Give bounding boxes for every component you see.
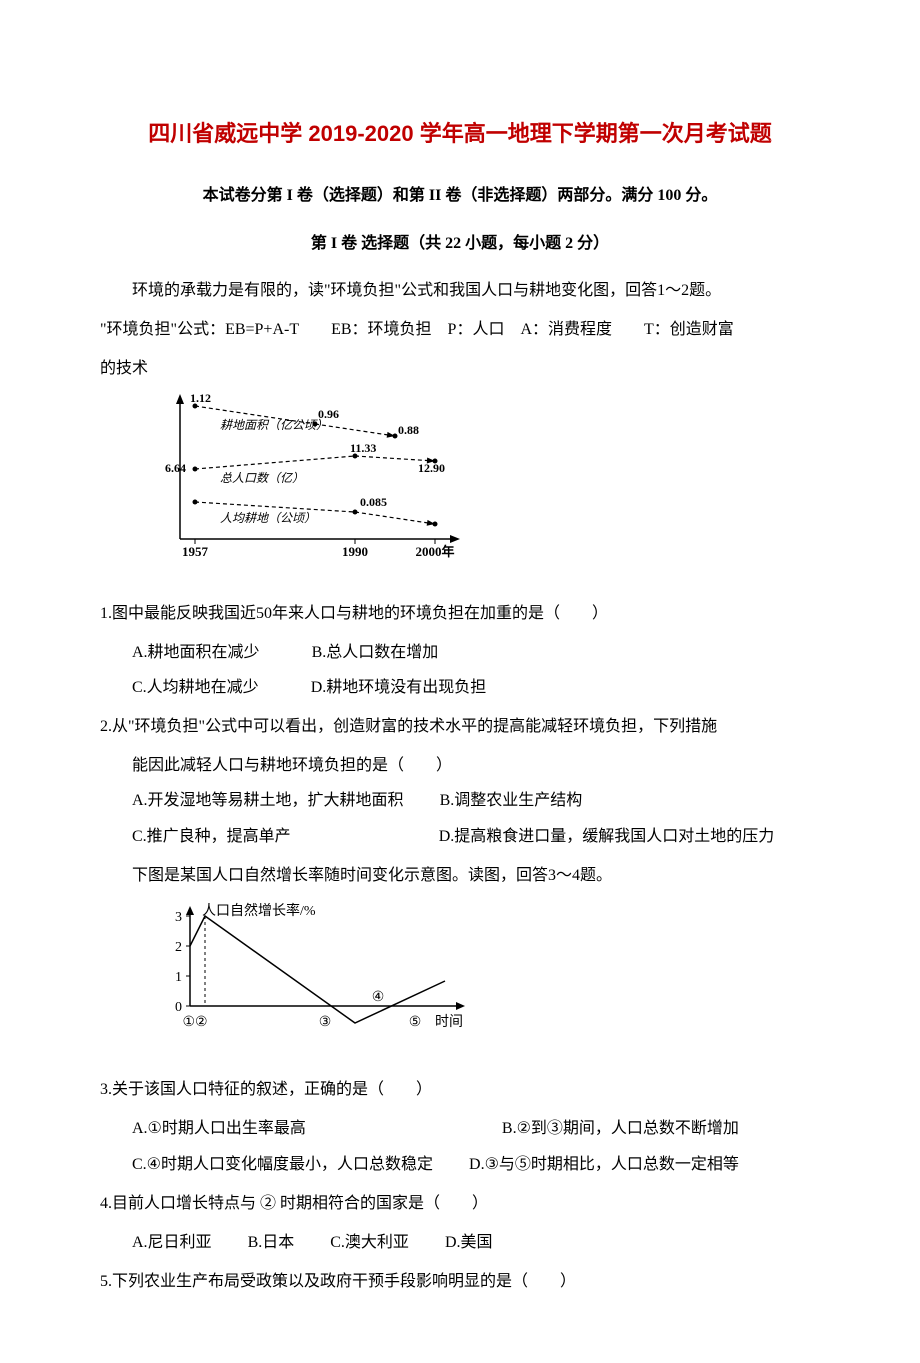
svg-text:0.88: 0.88 (398, 423, 419, 437)
q3-opt-b: B.②到③期间，人口总数不断增加 (502, 1120, 739, 1137)
question-1: 1.图中最能反映我国近50年来人口与耕地的环境负担在加重的是（ ） (100, 596, 820, 631)
svg-text:6.64: 6.64 (165, 461, 186, 475)
svg-text:2000年: 2000年 (415, 544, 454, 559)
question-3: 3.关于该国人口特征的叙述，正确的是（ ） (100, 1072, 820, 1107)
q4-opt-d: D.美国 (445, 1234, 493, 1251)
question-4: 4.目前人口增长特点与 ② 时期相符合的国家是（ ） (100, 1186, 820, 1221)
q2-opt-c: C.推广良种，提高单产 (132, 828, 291, 845)
intro-2: 下图是某国人口自然增长率随时间变化示意图。读图，回答3～4题。 (100, 858, 820, 893)
q1-opt-a: A.耕地面积在减少 (132, 644, 260, 661)
q3-opt-d: D.③与⑤时期相比，人口总数一定相等 (469, 1156, 739, 1173)
intro-1: 环境的承载力是有限的，读"环境负担"公式和我国人口与耕地变化图，回答1～2题。 (100, 273, 820, 308)
q4-opt-c: C.澳大利亚 (330, 1234, 409, 1251)
svg-text:总人口数（亿）: 总人口数（亿） (220, 471, 304, 485)
svg-text:人均耕地（公顷）: 人均耕地（公顷） (220, 511, 316, 525)
svg-text:3: 3 (175, 910, 182, 925)
q4-opt-b: B.日本 (248, 1234, 295, 1251)
svg-text:耕地面积（亿公顷）: 耕地面积（亿公顷） (220, 418, 328, 432)
svg-text:人口自然增长率/%: 人口自然增长率/% (202, 902, 316, 919)
svg-text:1990: 1990 (342, 544, 368, 559)
svg-text:0.085: 0.085 (360, 495, 387, 509)
q1-opt-c: C.人均耕地在减少 (132, 679, 259, 696)
svg-text:④: ④ (372, 990, 385, 1005)
svg-text:12.90: 12.90 (418, 461, 445, 475)
q1-opt-b: B.总人口数在增加 (312, 644, 439, 661)
formula-line-2: 的技术 (100, 351, 820, 386)
subtitle: 本试卷分第 I 卷（选择题）和第 II 卷（非选择题）两部分。满分 100 分。 (100, 178, 820, 213)
svg-text:0: 0 (175, 1000, 182, 1015)
formula-line-1: "环境负担"公式：EB=P+A-T EB：环境负担 P：人口 A：消费程度 T：… (100, 312, 820, 347)
question-2: 2.从"环境负担"公式中可以看出，创造财富的技术水平的提高能减轻环境负担，下列措… (100, 709, 820, 744)
q1-opt-d: D.耕地环境没有出现负担 (311, 679, 487, 696)
q1-options: A.耕地面积在减少 B.总人口数在增加 C.人均耕地在减少 D.耕地环境没有出现… (100, 635, 820, 705)
q4-options: A.尼日利亚 B.日本 C.澳大利亚 D.美国 (100, 1225, 820, 1260)
q2-text-2: 能因此减轻人口与耕地环境负担的是（ ） (132, 748, 820, 783)
chart-1: 195719902000年1.120.960.88耕地面积（亿公顷）6.6411… (160, 394, 820, 587)
q3-opt-c: C.④时期人口变化幅度最小，人口总数稳定 (132, 1156, 433, 1173)
q3-opt-a: A.①时期人口出生率最高 (132, 1120, 306, 1137)
svg-text:③: ③ (319, 1015, 332, 1030)
q2-opt-a: A.开发湿地等易耕土地，扩大耕地面积 (132, 792, 404, 809)
svg-text:①②: ①② (182, 1015, 207, 1030)
page-title: 四川省威远中学 2019-2020 学年高一地理下学期第一次月考试题 (100, 110, 820, 158)
q4-opt-a: A.尼日利亚 (132, 1234, 212, 1251)
question-5: 5.下列农业生产布局受政策以及政府干预手段影响明显的是（ ） (100, 1264, 820, 1299)
q2-opt-d: D.提高粮食进口量，缓解我国人口对土地的压力 (439, 828, 775, 845)
svg-text:⑤: ⑤ (409, 1015, 422, 1030)
svg-text:11.33: 11.33 (350, 441, 376, 455)
q2-opt-b: B.调整农业生产结构 (440, 792, 583, 809)
chart-2: 人口自然增长率/% 时间 3 2 1 0 ④ ①② ③ ⑤ (160, 901, 820, 1064)
svg-text:时间: 时间 (435, 1014, 463, 1030)
svg-text:1957: 1957 (182, 544, 209, 559)
section-title: 第 I 卷 选择题（共 22 小题，每小题 2 分） (100, 226, 820, 261)
q2-cont: 能因此减轻人口与耕地环境负担的是（ ） A.开发湿地等易耕土地，扩大耕地面积 B… (100, 748, 820, 854)
svg-text:2: 2 (175, 940, 182, 955)
svg-text:1.12: 1.12 (190, 394, 211, 405)
q3-options: A.①时期人口出生率最高 B.②到③期间，人口总数不断增加 C.④时期人口变化幅… (100, 1111, 820, 1181)
svg-text:1: 1 (175, 970, 182, 985)
